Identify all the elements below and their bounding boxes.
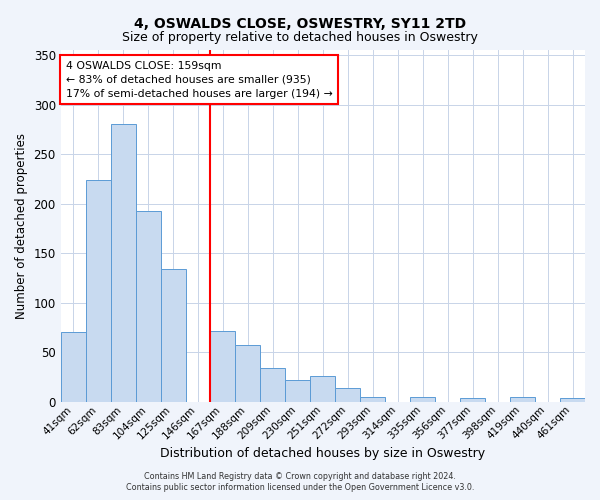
Bar [61,332,86,402]
Bar [235,346,260,402]
Bar [86,180,110,402]
X-axis label: Distribution of detached houses by size in Oswestry: Distribution of detached houses by size … [160,447,485,460]
Y-axis label: Number of detached properties: Number of detached properties [15,133,28,319]
Bar [460,398,485,402]
Bar [161,269,185,402]
Bar [335,388,360,402]
Bar [260,368,286,402]
Bar [110,124,136,402]
Text: 4 OSWALDS CLOSE: 159sqm
← 83% of detached houses are smaller (935)
17% of semi-d: 4 OSWALDS CLOSE: 159sqm ← 83% of detache… [66,60,332,98]
Text: Contains HM Land Registry data © Crown copyright and database right 2024.
Contai: Contains HM Land Registry data © Crown c… [126,472,474,492]
Bar [310,376,335,402]
Text: Size of property relative to detached houses in Oswestry: Size of property relative to detached ho… [122,31,478,44]
Bar [360,397,385,402]
Bar [211,332,235,402]
Bar [560,398,585,402]
Bar [286,380,310,402]
Bar [410,397,435,402]
Bar [136,210,161,402]
Text: 4, OSWALDS CLOSE, OSWESTRY, SY11 2TD: 4, OSWALDS CLOSE, OSWESTRY, SY11 2TD [134,18,466,32]
Bar [510,397,535,402]
